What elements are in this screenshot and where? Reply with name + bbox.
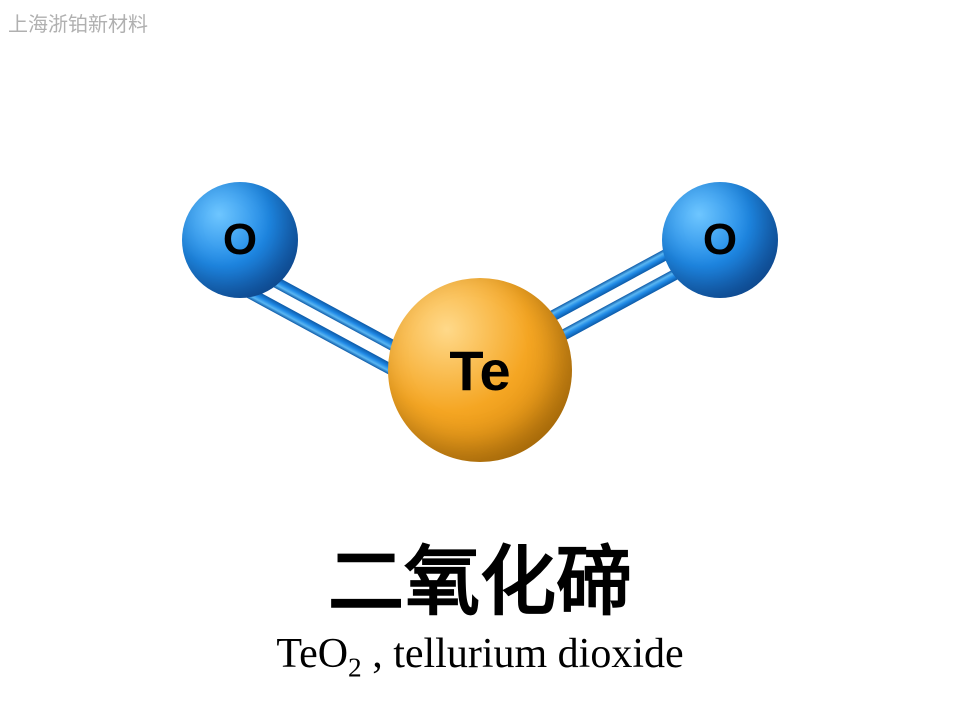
formula-suffix: , tellurium dioxide [362, 631, 684, 677]
title-english: TeO2 , tellurium dioxide [0, 630, 960, 683]
formula-subscript: 2 [348, 652, 362, 682]
title-chinese: 二氧化碲 [0, 520, 960, 630]
oxygen-atom-1: O [662, 182, 778, 298]
formula-prefix: TeO [276, 631, 348, 677]
oxygen-atom-1-label: O [703, 215, 737, 265]
molecule-diagram: O O Te [0, 90, 960, 450]
watermark-text: 上海浙铂新材料 [8, 8, 148, 37]
oxygen-atom-0-label: O [223, 215, 257, 265]
oxygen-atom-0: O [182, 182, 298, 298]
tellurium-atom-label: Te [449, 338, 510, 403]
tellurium-atom: Te [388, 278, 572, 462]
